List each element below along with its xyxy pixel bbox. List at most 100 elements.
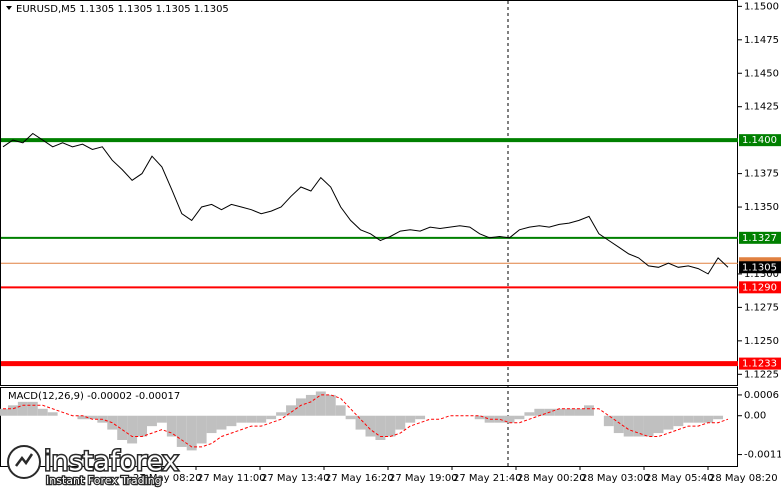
macd-histogram-bar	[137, 415, 148, 437]
level-label: 1.1327	[742, 233, 777, 244]
y-tick-label: 1.1475	[744, 35, 779, 46]
macd-histogram-bar	[514, 415, 525, 420]
y-tick-label: 1.1225	[744, 369, 779, 380]
macd-histogram-bar	[683, 415, 694, 423]
macd-histogram-bar	[127, 415, 138, 444]
chart-title: EURUSD,M5 1.1305 1.1305 1.1305 1.1305	[16, 4, 229, 15]
macd-histogram-bar	[27, 401, 38, 416]
macd-histogram-bar	[534, 408, 545, 416]
macd-histogram-bar	[77, 415, 88, 420]
macd-histogram-bar	[583, 405, 594, 416]
y-tick-label: 1.1450	[744, 68, 779, 79]
macd-histogram-bar	[603, 415, 614, 427]
macd-histogram-bar	[474, 415, 485, 420]
macd-histogram-bar	[713, 415, 724, 420]
macd-histogram-bar	[365, 415, 376, 437]
macd-histogram-bar	[206, 415, 217, 434]
x-tick-label: 28 May 03:00	[581, 473, 650, 484]
macd-histogram-bar	[156, 415, 167, 423]
macd-histogram-bar	[385, 415, 396, 437]
macd-histogram-bar	[276, 412, 287, 416]
macd-histogram-bar	[643, 415, 654, 437]
y-tick-label: 1.1300	[744, 269, 779, 280]
macd-histogram-bar	[325, 394, 336, 416]
macd-histogram-bar	[246, 415, 257, 423]
y-tick-label: 0.00	[744, 411, 766, 422]
y-tick-label: 1.1250	[744, 336, 779, 347]
macd-histogram-bar	[37, 408, 48, 416]
macd-histogram-bar	[524, 412, 535, 416]
macd-histogram-bar	[17, 401, 28, 416]
logo-name: instaforex	[44, 446, 178, 477]
level-label: 1.1400	[742, 135, 777, 146]
macd-histogram-bar	[613, 415, 624, 434]
logo-icon-mark	[15, 453, 34, 467]
macd-signal-line	[3, 394, 729, 448]
y-tick-label: -0.00112	[744, 450, 781, 461]
logo: instaforex Instant Forex Trading	[7, 445, 180, 488]
macd-histogram-bar	[375, 415, 386, 440]
x-tick-label: 27 May 19:00	[389, 473, 458, 484]
macd-histogram-bar	[236, 415, 247, 423]
x-tick-label: 27 May 08:20	[133, 473, 202, 484]
macd-histogram-bar	[216, 415, 227, 430]
x-tick-label: 27 May 21:40	[453, 473, 522, 484]
macd-histogram-bar	[266, 415, 277, 420]
x-tick-label: 28 May 05:40	[645, 473, 714, 484]
macd-histogram-bar	[47, 412, 58, 416]
x-tick-label: 27 May 13:40	[261, 473, 330, 484]
level-label-box	[739, 281, 781, 294]
macd-histogram-bar	[87, 415, 98, 420]
current-price-label: 1.1305	[742, 262, 777, 273]
macd-histogram-bar	[147, 415, 157, 427]
macd-histogram-bar	[415, 415, 426, 420]
macd-histogram-bar	[484, 415, 495, 423]
x-tick-label: 28 May 08:20	[709, 473, 778, 484]
y-tick-label: 1.1375	[744, 169, 779, 180]
x-tick-label: 28 May 00:20	[517, 473, 586, 484]
macd-histogram-bar	[554, 408, 565, 416]
macd-histogram-bar	[574, 408, 584, 416]
x-tick-label: 27 May 16:20	[325, 473, 394, 484]
macd-histogram-bar	[196, 415, 207, 444]
level-label-box	[739, 134, 781, 147]
macd-histogram-bar	[166, 415, 177, 437]
level-label: 1.1290	[742, 282, 777, 293]
macd-histogram-bar	[117, 415, 128, 440]
macd-histogram-bar	[305, 394, 316, 416]
y-tick-label: 1.1275	[744, 302, 779, 313]
macd-histogram-bar	[226, 415, 237, 427]
macd-panel-frame	[0, 387, 738, 467]
level-label: 1.1233	[742, 359, 777, 370]
x-tick-label: 27 May 11:00	[197, 473, 266, 484]
macd-histogram-bar	[345, 415, 356, 420]
macd-histogram-bar	[653, 415, 664, 434]
macd-histogram-bar	[564, 408, 575, 416]
macd-histogram-bar	[355, 415, 366, 430]
y-tick-label: 1.1425	[744, 102, 779, 113]
macd-histogram-bar	[0, 408, 8, 416]
level-label-box	[739, 357, 781, 370]
macd-histogram-bar	[623, 415, 634, 437]
y-tick-label: 1.1500	[744, 1, 779, 12]
macd-histogram-bar	[256, 415, 267, 423]
macd-title: MACD(12,26,9) -0.00002 -0.00017	[8, 391, 180, 402]
macd-histogram-bar	[295, 398, 306, 416]
macd-histogram-bar	[405, 415, 416, 423]
macd-histogram-bar	[335, 405, 346, 416]
macd-histogram-bar	[633, 415, 644, 437]
current-price-box	[739, 261, 781, 274]
logo-tagline: Instant Forex Trading	[46, 474, 162, 487]
symbol-menu-arrow	[6, 6, 12, 10]
macd-histogram-bar	[673, 415, 684, 427]
level-label-box	[739, 231, 781, 244]
y-tick-label: 0.0006	[744, 390, 779, 401]
macd-histogram-bar	[286, 405, 296, 416]
macd-histogram-bar	[176, 415, 187, 447]
price-panel-frame	[0, 0, 738, 386]
macd-histogram-bar	[693, 415, 704, 423]
macd-histogram-bar	[494, 415, 505, 423]
price-line	[2, 132, 729, 275]
